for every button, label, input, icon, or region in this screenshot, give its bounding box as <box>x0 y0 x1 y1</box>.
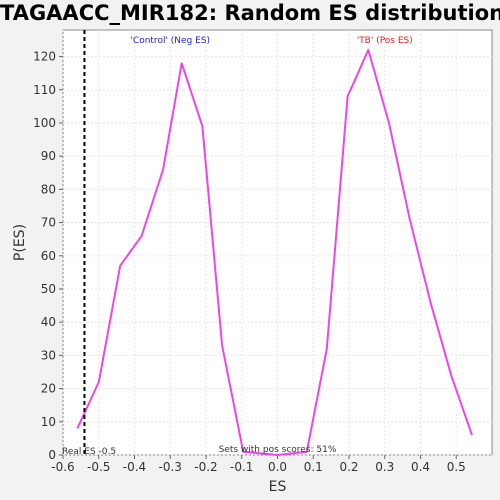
x-tick-label: -0.3 <box>159 460 182 474</box>
x-tick-label: -0.2 <box>194 460 217 474</box>
x-ticks: -0.6 -0.5 -0.4 -0.3 -0.2 -0.1 0.0 0.1 0.2 0.3 0.4 0… <box>51 455 466 474</box>
y-tick-label: 30 <box>41 348 56 362</box>
y-tick-label: 110 <box>33 83 56 97</box>
x-tick-label: -0.6 <box>51 460 74 474</box>
chart-title: TAGAACC_MIR182: Random ES distribution <box>0 1 500 25</box>
y-tick-label: 60 <box>41 249 56 263</box>
y-ticks: 0 10 20 30 40 50 60 70 80 90 100 110 120 <box>33 50 63 462</box>
real-es-label: Real ES -0.5 <box>62 447 116 457</box>
series-layer <box>76 30 473 456</box>
y-tick-label: 80 <box>41 182 56 196</box>
es-distribution-line <box>76 48 473 456</box>
y-tick-label: 0 <box>48 448 56 462</box>
grid-lines <box>62 30 492 456</box>
x-tick-label: 0.5 <box>447 460 466 474</box>
y-tick-label: 120 <box>33 50 56 64</box>
x-tick-label: 0.4 <box>411 460 430 474</box>
x-tick-label: 0.3 <box>375 460 394 474</box>
x-tick-label: 0.1 <box>304 460 323 474</box>
y-tick-label: 70 <box>41 216 56 230</box>
y-tick-label: 20 <box>41 382 56 396</box>
y-tick-label: 40 <box>41 315 56 329</box>
x-tick-label: -0.1 <box>230 460 253 474</box>
pos-es-label: 'TB' (Pos ES) <box>357 36 413 46</box>
x-tick-label: -0.5 <box>87 460 110 474</box>
y-tick-label: 100 <box>33 116 56 130</box>
y-axis-label: P(ES) <box>12 224 28 261</box>
y-tick-label: 50 <box>41 282 56 296</box>
annotations-layer: 'Control' (Neg ES) 'TB' (Pos ES) Real ES… <box>62 36 413 457</box>
y-tick-label: 10 <box>41 415 56 429</box>
neg-es-label: 'Control' (Neg ES) <box>130 36 210 46</box>
x-tick-label: -0.4 <box>123 460 146 474</box>
x-axis-label: ES <box>269 479 287 495</box>
x-tick-label: 0.0 <box>268 460 287 474</box>
y-tick-label: 90 <box>41 149 56 163</box>
pos-scores-label: Sets with pos scores: 51% <box>219 445 337 455</box>
x-tick-label: 0.2 <box>339 460 358 474</box>
